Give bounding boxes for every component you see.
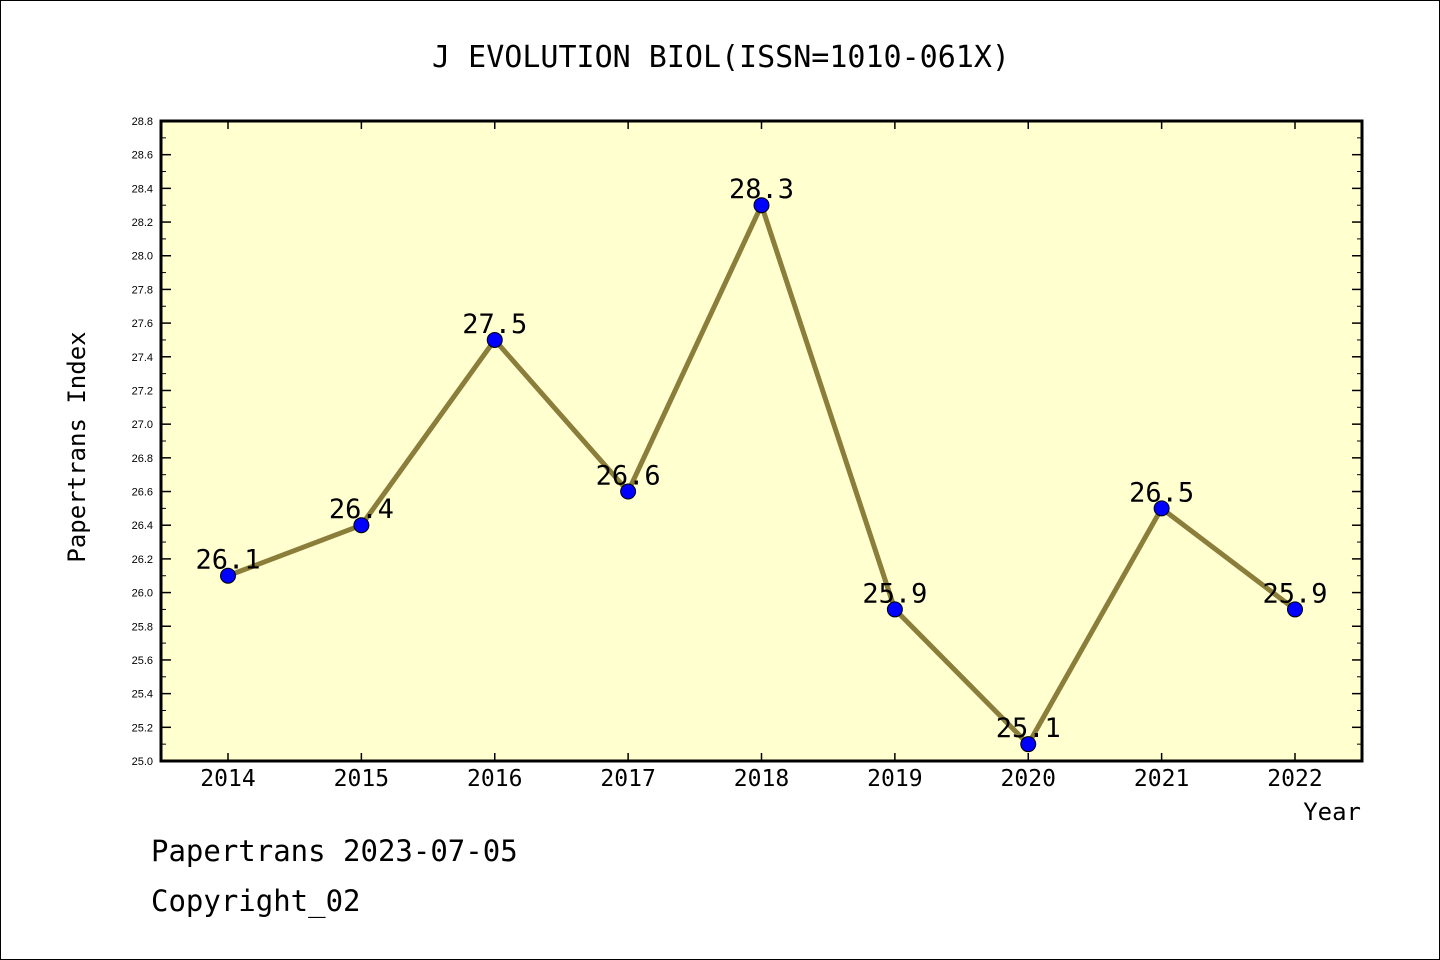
x-tick-label: 2019 <box>867 766 922 792</box>
data-point-marker <box>220 567 236 584</box>
y-tick-label: 26.6 <box>132 487 153 499</box>
y-tick-label: 26.0 <box>132 588 153 600</box>
y-tick-label: 26.4 <box>132 520 153 532</box>
x-tick-label: 2017 <box>600 766 655 792</box>
data-label: 26.6 <box>596 461 661 492</box>
data-point-marker <box>1153 500 1170 517</box>
data-label: 26.1 <box>195 545 260 576</box>
y-tick-label: 25.4 <box>132 689 153 701</box>
data-label: 26.5 <box>1129 477 1194 508</box>
plot-area <box>161 121 1362 761</box>
y-tick-label: 26.2 <box>132 554 153 566</box>
plot-border <box>159 119 1364 763</box>
chart-title: J EVOLUTION BIOL(ISSN=1010-061X) <box>432 40 1010 75</box>
y-axis-ticks: 25.0 25.2 25.4 25.6 25.8 26.0 26.2 26.4 26.6 26.8… <box>132 116 1362 768</box>
y-tick-label: 25.8 <box>132 621 153 633</box>
data-label: 26.4 <box>329 494 394 525</box>
data-point-marker <box>486 331 503 348</box>
x-tick-label: 2014 <box>200 766 255 792</box>
y-tick-label: 27.4 <box>132 352 153 364</box>
y-tick-label: 25.6 <box>132 655 153 667</box>
y-tick-label: 27.8 <box>132 284 153 296</box>
footer-date: Papertrans 2023-07-05 <box>151 834 518 868</box>
y-tick-label: 27.2 <box>132 385 153 397</box>
y-tick-label: 28.0 <box>132 251 153 263</box>
y-axis-label: Papertrans Index <box>63 331 91 562</box>
data-point-marker <box>620 483 637 500</box>
data-point-marker <box>1287 601 1303 618</box>
data-point-marker <box>1020 736 1037 753</box>
x-axis-ticks: 2014 2015 2016 2017 2018 2019 2020 2021 2022 <box>200 121 1323 792</box>
y-tick-label: 25.2 <box>132 722 153 734</box>
y-tick-label: 27.0 <box>132 419 153 431</box>
x-tick-label: 2016 <box>467 766 522 792</box>
data-label: 25.1 <box>996 713 1061 744</box>
x-tick-label: 2018 <box>734 766 789 792</box>
x-tick-label: 2021 <box>1134 766 1189 792</box>
y-tick-label: 28.8 <box>132 116 153 128</box>
data-point-marker <box>753 197 770 214</box>
y-tick-label: 26.8 <box>132 453 153 465</box>
data-point-marker <box>886 601 903 618</box>
data-label: 28.3 <box>729 174 794 205</box>
x-tick-label: 2020 <box>1001 766 1056 792</box>
data-series: 26.1 26.4 27.5 26.6 28.3 25.9 25.1 26.5 25.9 <box>195 174 1328 753</box>
y-tick-label: 28.2 <box>132 217 153 229</box>
x-tick-label: 2015 <box>334 766 389 792</box>
y-tick-label: 28.4 <box>132 183 153 195</box>
y-tick-label: 27.6 <box>132 318 153 330</box>
y-tick-label: 28.6 <box>132 150 153 162</box>
x-axis-label: Year <box>1303 798 1361 826</box>
data-label: 25.9 <box>1262 578 1327 609</box>
data-label: 27.5 <box>462 309 527 340</box>
data-point-marker <box>353 517 370 534</box>
data-label: 25.9 <box>862 578 927 609</box>
y-tick-label: 25.0 <box>132 756 153 768</box>
x-tick-label: 2022 <box>1267 766 1322 792</box>
footer-copyright: Copyright_02 <box>151 884 361 918</box>
